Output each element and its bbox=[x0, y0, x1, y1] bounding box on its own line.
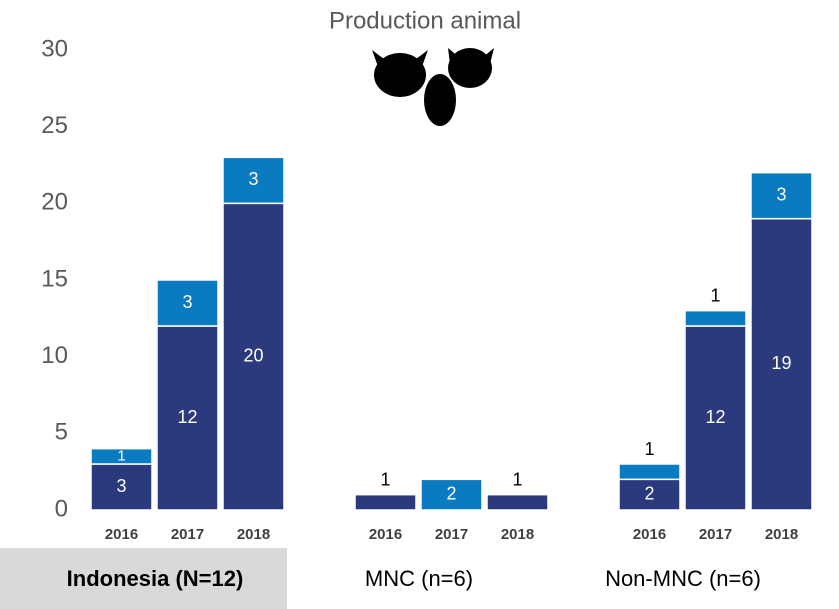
data-label: 12 bbox=[705, 407, 725, 427]
y-tick-label: 25 bbox=[41, 112, 68, 139]
x-tick-label: 2017 bbox=[699, 526, 732, 543]
data-label: 2 bbox=[446, 483, 456, 503]
x-tick-label: 2018 bbox=[765, 526, 798, 543]
animal-icons bbox=[372, 48, 494, 126]
y-tick-label: 10 bbox=[41, 342, 68, 369]
data-label: 2 bbox=[644, 483, 654, 503]
group-label: Indonesia (N=12) bbox=[67, 566, 244, 591]
data-label: 3 bbox=[116, 476, 126, 496]
data-label: 19 bbox=[771, 353, 791, 373]
data-label: 3 bbox=[182, 292, 192, 312]
bar-segment bbox=[222, 156, 285, 205]
group-highlight bbox=[0, 548, 287, 609]
data-label: 12 bbox=[177, 407, 197, 427]
x-tick-label: 2016 bbox=[369, 526, 402, 543]
data-label: 1 bbox=[512, 469, 522, 489]
bar-segment bbox=[486, 493, 549, 511]
x-tick-label: 2018 bbox=[237, 526, 270, 543]
x-tick-label: 2017 bbox=[171, 526, 204, 543]
bar-segment bbox=[684, 309, 747, 327]
data-label: 3 bbox=[776, 184, 786, 204]
bar-segment bbox=[420, 478, 483, 511]
bar-segment bbox=[156, 279, 219, 327]
y-tick-label: 5 bbox=[55, 419, 68, 446]
x-tick-label: 2018 bbox=[501, 526, 534, 543]
data-label: 1 bbox=[710, 285, 720, 305]
data-label: 1 bbox=[644, 439, 654, 459]
bar-segment bbox=[684, 325, 747, 511]
bar-segment bbox=[354, 493, 417, 511]
y-tick-label: 0 bbox=[55, 495, 68, 522]
bar-segment bbox=[750, 171, 813, 220]
y-tick-label: 20 bbox=[41, 189, 68, 216]
y-tick-label: 15 bbox=[41, 265, 68, 292]
chart-title: Production animal bbox=[329, 7, 521, 34]
data-label: 3 bbox=[248, 169, 258, 189]
x-tick-label: 2016 bbox=[105, 526, 138, 543]
bar-segment bbox=[618, 463, 681, 481]
data-label: 1 bbox=[380, 469, 390, 489]
x-tick-label: 2016 bbox=[633, 526, 666, 543]
bar-segment bbox=[750, 217, 813, 511]
group-label: Non-MNC (n=6) bbox=[605, 566, 761, 591]
data-label: 1 bbox=[117, 447, 125, 464]
bar-segment bbox=[618, 478, 681, 511]
x-tick-label: 2017 bbox=[435, 526, 468, 543]
y-tick-label: 30 bbox=[41, 35, 68, 62]
group-label: MNC (n=6) bbox=[365, 566, 473, 591]
bar-segment bbox=[90, 447, 153, 465]
data-label: 20 bbox=[243, 345, 263, 365]
